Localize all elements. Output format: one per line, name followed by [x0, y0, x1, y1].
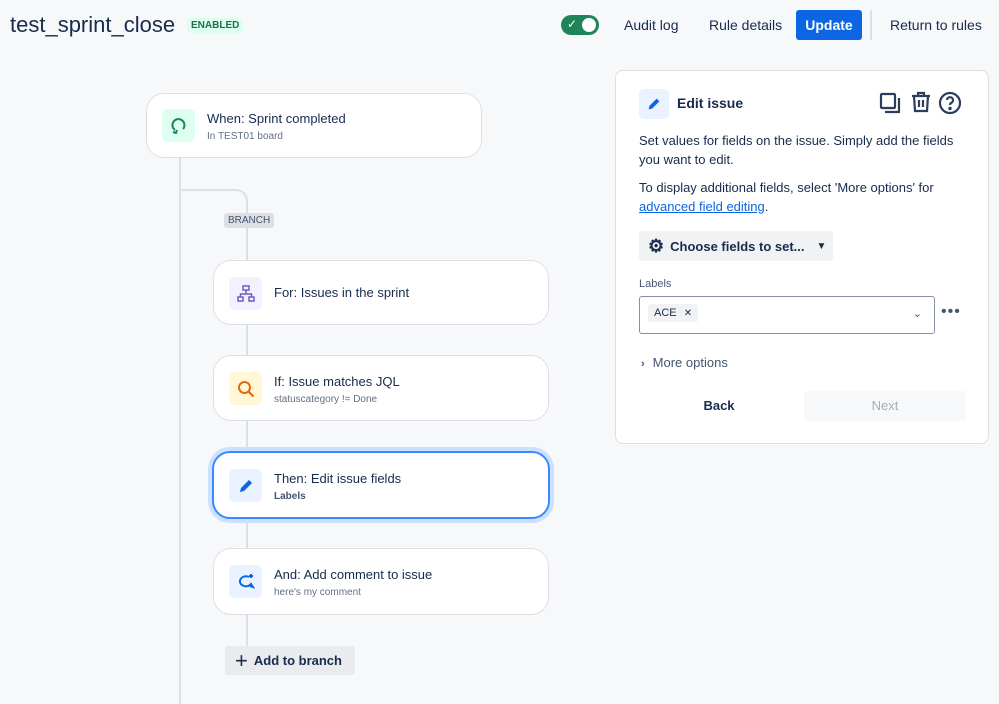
step-card-then-selected[interactable]: Then: Edit issue fields Labels: [212, 451, 550, 519]
check-icon: ✓: [567, 17, 578, 31]
step-card-if[interactable]: If: Issue matches JQL statuscategory != …: [213, 355, 549, 421]
hierarchy-icon: [229, 277, 262, 310]
trigger-title: When: Sprint completed: [207, 111, 346, 126]
step-title: If: Issue matches JQL: [274, 374, 400, 389]
label-tag-text: ACE: [654, 307, 677, 319]
search-icon: [229, 372, 262, 405]
panel-title: Edit issue: [677, 95, 744, 111]
plus-icon: +: [235, 647, 248, 673]
branch-connector: [180, 189, 248, 219]
return-to-rules-button[interactable]: Return to rules: [890, 17, 982, 33]
step-card-and[interactable]: And: Add comment to issue here's my comm…: [213, 548, 549, 615]
chevron-right-icon: ›: [641, 358, 645, 370]
desc-text: .: [764, 199, 769, 214]
trash-icon[interactable]: [910, 91, 932, 118]
gear-icon: ⚙: [648, 235, 665, 256]
help-icon[interactable]: [938, 91, 962, 120]
step-subtitle: here's my comment: [274, 587, 361, 598]
panel-description-2: To display additional fields, select 'Mo…: [639, 178, 964, 216]
label-tag: ACE ✕: [648, 304, 699, 322]
edit-issue-panel: Edit issue Set values for fields on the …: [615, 70, 989, 444]
chevron-down-icon: ▼: [816, 240, 827, 252]
step-title: Then: Edit issue fields: [274, 471, 402, 486]
step-subtitle: statuscategory != Done: [274, 394, 378, 405]
next-button[interactable]: Next: [804, 391, 966, 421]
rule-details-button[interactable]: Rule details: [709, 17, 783, 33]
main-connector: [179, 158, 181, 704]
pencil-icon: [229, 469, 262, 502]
update-button[interactable]: Update: [796, 10, 862, 40]
branch-line: [246, 215, 248, 646]
step-title: For: Issues in the sprint: [274, 285, 410, 300]
trigger-card[interactable]: When: Sprint completed In TEST01 board: [146, 93, 482, 158]
divider: [870, 10, 872, 40]
add-to-branch-label: Add to branch: [253, 653, 342, 668]
more-options-toggle[interactable]: › More options: [641, 355, 728, 370]
choose-fields-button[interactable]: ⚙ Choose fields to set... ▼: [639, 231, 833, 261]
chevron-down-icon[interactable]: ⌄: [912, 308, 922, 320]
desc-text: To display additional fields, select 'Mo…: [639, 180, 934, 195]
comment-icon: [229, 565, 262, 598]
enable-toggle[interactable]: ✓: [561, 15, 599, 35]
step-title: And: Add comment to issue: [274, 567, 433, 582]
branch-tag: BRANCH: [224, 213, 275, 228]
page-title: test_sprint_close: [10, 12, 176, 37]
duplicate-icon[interactable]: [879, 92, 901, 119]
audit-log-button[interactable]: Audit log: [624, 17, 679, 33]
sprint-icon: [162, 109, 195, 142]
more-actions-icon[interactable]: •••: [941, 303, 961, 320]
step-card-for[interactable]: For: Issues in the sprint: [213, 260, 549, 325]
remove-tag-icon[interactable]: ✕: [683, 308, 693, 319]
add-to-branch-button[interactable]: + Add to branch: [225, 646, 355, 675]
advanced-field-editing-link[interactable]: advanced field editing: [639, 199, 765, 214]
labels-label: Labels: [639, 278, 672, 290]
trigger-subtitle: In TEST01 board: [207, 131, 283, 142]
step-subtitle: Labels: [274, 491, 306, 502]
choose-fields-label: Choose fields to set...: [670, 238, 805, 254]
labels-select[interactable]: ACE ✕ ⌄: [639, 296, 935, 334]
more-options-label: More options: [652, 355, 728, 370]
panel-description: Set values for fields on the issue. Simp…: [639, 133, 954, 167]
status-badge: ENABLED: [187, 18, 244, 33]
toggle-knob: [582, 18, 596, 32]
back-button[interactable]: Back: [703, 398, 735, 413]
pencil-icon: [639, 89, 669, 119]
